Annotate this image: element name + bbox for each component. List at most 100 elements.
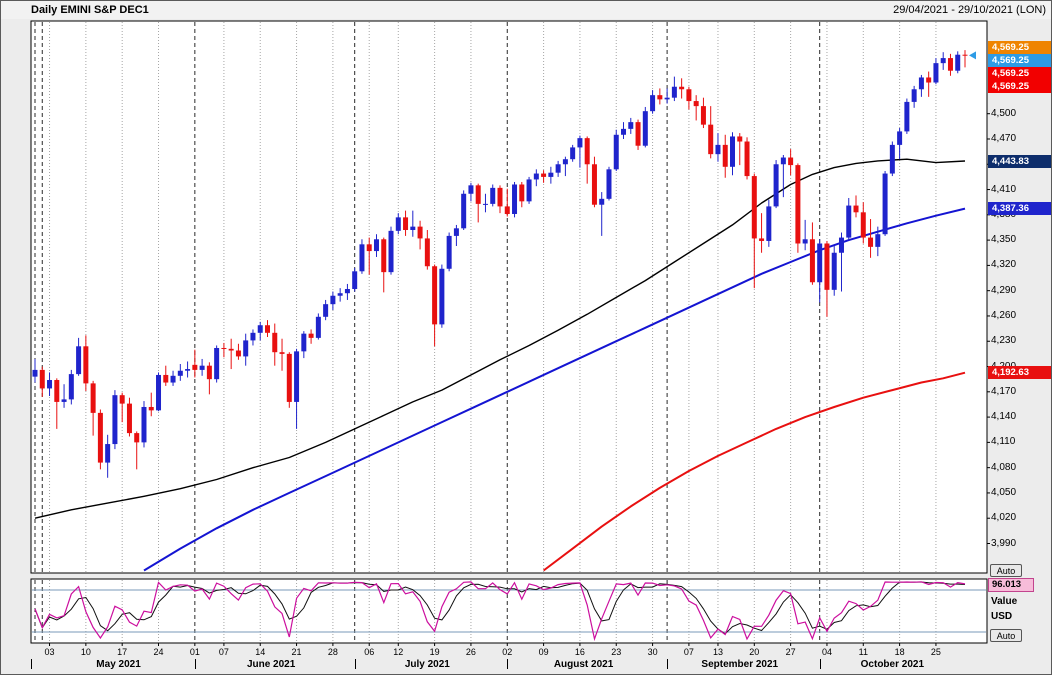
candle-down [708, 124, 714, 155]
candle-down [206, 365, 212, 380]
candle-up [875, 234, 881, 247]
candle-down [759, 238, 765, 241]
candle-up [61, 399, 67, 402]
stochastic-k-line [34, 581, 966, 642]
candle-up [47, 380, 53, 389]
candle-down [751, 176, 757, 239]
indicator-currency-label: USD [991, 611, 1013, 622]
candle-down [163, 374, 169, 383]
candle-up [802, 239, 808, 244]
candle-down [868, 237, 874, 247]
candle-up [482, 203, 488, 205]
candle-down [635, 122, 641, 146]
candle-down [700, 106, 706, 125]
candle-up [453, 228, 459, 236]
candle-down [541, 173, 547, 177]
candle-up [577, 138, 583, 148]
auto-scale-indicator-button[interactable]: Auto [990, 629, 1022, 642]
x-axis-label: 07 [683, 647, 694, 657]
candle-down [860, 212, 866, 238]
moving-average-blue [143, 207, 966, 572]
y-axis-label: 3,990 [991, 537, 1017, 549]
moving-average-red [542, 371, 966, 572]
x-axis-label: 21 [291, 647, 302, 657]
main-pane[interactable] [30, 20, 988, 574]
candle-up [301, 333, 307, 352]
indicator-value-label: Value [991, 596, 1018, 607]
x-axis-label: 24 [153, 647, 164, 657]
candle-up [315, 316, 321, 338]
x-axis-label: 09 [538, 647, 549, 657]
month-label: June 2021 [246, 659, 296, 670]
candle-up [940, 58, 946, 64]
month-separator-tick [507, 659, 509, 669]
y-axis-label: 4,170 [991, 385, 1017, 397]
candle-up [671, 86, 677, 98]
candle-down [126, 403, 132, 434]
candle-down [83, 346, 89, 384]
candle-down [381, 239, 387, 273]
candle-up [773, 164, 779, 207]
y-axis-label: 4,290 [991, 284, 1017, 296]
candle-up [838, 237, 844, 253]
candle-up [918, 77, 924, 90]
current-price-marker: 4,569.25 [988, 80, 1051, 93]
candle-up [105, 444, 111, 463]
candle-up [323, 304, 329, 317]
candle-down [947, 58, 953, 71]
candle-up [599, 198, 605, 205]
x-axis-label: 07 [218, 647, 229, 657]
candle-down [308, 333, 314, 338]
x-axis-label: 16 [574, 647, 585, 657]
candle-down [148, 406, 154, 411]
stochastic-d-line [34, 581, 966, 635]
candle-up [570, 147, 576, 160]
x-axis-label: 30 [647, 647, 658, 657]
candle-down [584, 138, 590, 165]
x-axis-label: 01 [189, 647, 200, 657]
month-separator-tick [31, 659, 32, 669]
candle-up [533, 173, 539, 180]
candle-up [156, 374, 162, 411]
y-axis-label: 4,110 [991, 436, 1016, 448]
candle-up [628, 122, 634, 129]
y-axis-label: 4,200 [991, 361, 1016, 372]
candle-up [352, 271, 358, 289]
candle-down [809, 239, 815, 283]
current-price-marker: 4,569.25 [988, 67, 1051, 80]
candle-down [657, 95, 663, 100]
candle-down [788, 157, 794, 166]
candle-down [679, 86, 685, 90]
candle-up [410, 226, 416, 231]
candle-up [911, 89, 917, 102]
candle-down [97, 412, 103, 463]
x-axis-label: 11 [858, 647, 868, 657]
y-axis-label: 4,320 [991, 259, 1017, 271]
candle-up [337, 293, 343, 296]
candle-up [621, 128, 627, 135]
candle-down [228, 348, 234, 351]
candle-up [650, 95, 656, 112]
current-price-marker: 4,569.25 [988, 41, 1051, 54]
candle-up [439, 268, 445, 325]
candle-down [417, 226, 423, 239]
auto-scale-price-button[interactable]: Auto [990, 564, 1022, 577]
y-axis-label: 4,080 [991, 461, 1017, 473]
chart-header: Daily EMINI S&P DEC1 29/04/2021 - 29/10/… [1, 1, 1051, 19]
candle-up [330, 295, 336, 305]
candle-down [853, 205, 859, 213]
candle-up [395, 217, 401, 231]
moving-average-black [34, 158, 966, 519]
candle-down [221, 347, 227, 349]
month-label: August 2021 [553, 659, 614, 670]
candle-up [613, 134, 619, 170]
candle-down [824, 243, 830, 290]
candle-down [926, 77, 932, 83]
candle-down [504, 206, 510, 214]
month-separator-tick [194, 659, 196, 669]
ma-price-marker: 4,443.83 [988, 154, 1051, 168]
candle-up [555, 164, 561, 173]
y-axis-label: 4,470 [991, 132, 1017, 144]
y-axis-label: 4,050 [991, 486, 1017, 498]
